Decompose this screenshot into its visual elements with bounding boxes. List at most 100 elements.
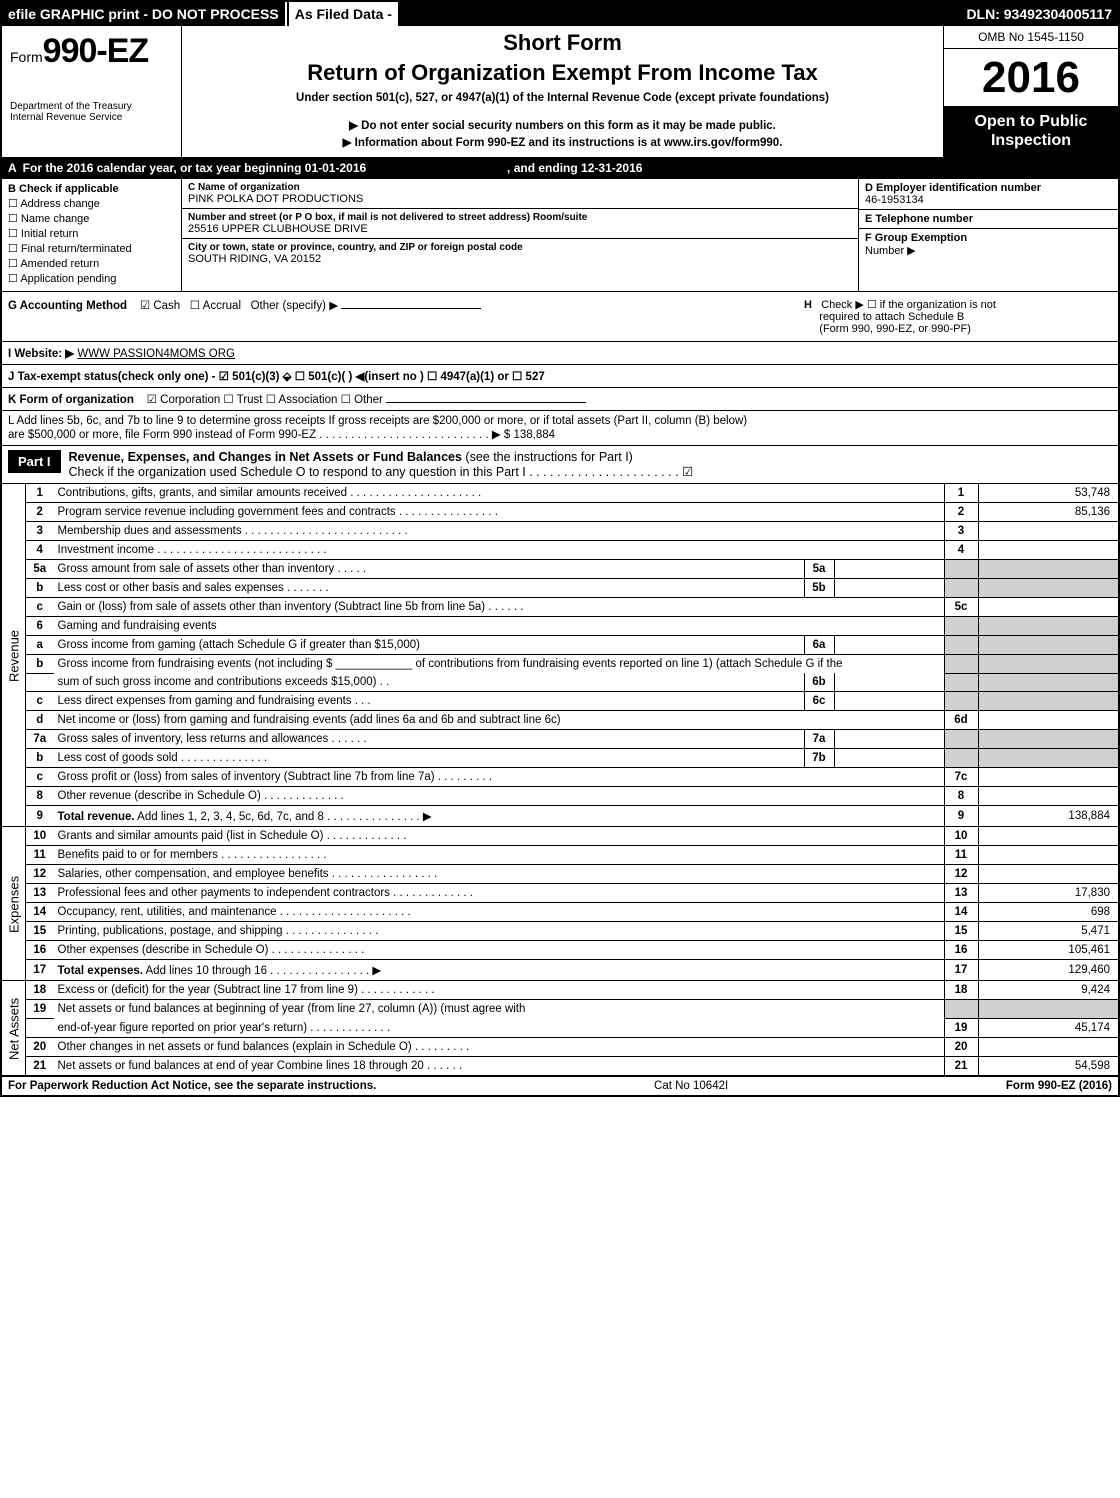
right-num: 18 (944, 981, 978, 1000)
chk-amended-return-label: Amended return (20, 258, 99, 270)
line-number: 9 (26, 806, 54, 827)
mid-box-label: 7b (804, 749, 834, 768)
city-row: City or town, state or province, country… (182, 239, 858, 268)
right-num: 15 (944, 922, 978, 941)
g-accrual[interactable]: ☐ Accrual (190, 300, 241, 312)
right-val: 85,136 (978, 502, 1118, 521)
right-val-shaded (978, 673, 1118, 692)
section-a-ending: , and ending 12-31-2016 (507, 161, 642, 175)
mid-box-value (834, 730, 944, 749)
line-row: 13Professional fees and other payments t… (2, 884, 1118, 903)
org-name-row: C Name of organization PINK POLKA DOT PR… (182, 179, 858, 209)
line-number: 14 (26, 903, 54, 922)
efile-notice: efile GRAPHIC print - DO NOT PROCESS (2, 2, 287, 26)
line-number: 1 (26, 484, 54, 503)
right-num: 17 (944, 960, 978, 981)
mid-box-label: 7a (804, 730, 834, 749)
line-number: 18 (26, 981, 54, 1000)
right-num: 11 (944, 846, 978, 865)
line-desc: Other changes in net assets or fund bala… (54, 1038, 945, 1057)
right-val: 138,884 (978, 806, 1118, 827)
street-value: 25516 UPPER CLUBHOUSE DRIVE (188, 223, 852, 235)
g-label: G Accounting Method (8, 300, 127, 312)
line-desc: Gross profit or (loss) from sales of inv… (54, 768, 945, 787)
g-cash[interactable]: ☑ Cash (140, 300, 180, 312)
j-text: J Tax-exempt status(check only one) - ☑ … (8, 371, 545, 383)
line-row: 7aGross sales of inventory, less returns… (2, 730, 1118, 749)
chk-application-pending[interactable]: ☐ Application pending (8, 272, 175, 285)
instruction-1: ▶ Do not enter social security numbers o… (190, 118, 935, 135)
line-number: 12 (26, 865, 54, 884)
h-text1: Check ▶ ☐ if the organization is not (821, 299, 996, 311)
form-subtitle: Under section 501(c), 527, or 4947(a)(1)… (190, 92, 935, 104)
g-other-input[interactable] (341, 308, 481, 309)
chk-amended-return[interactable]: ☐ Amended return (8, 257, 175, 270)
right-val (978, 768, 1118, 787)
group-exemption-label: F Group Exemption (865, 232, 1112, 244)
line-desc: Excess or (deficit) for the year (Subtra… (54, 981, 945, 1000)
line-desc: Program service revenue including govern… (54, 502, 945, 521)
line-number (26, 1019, 54, 1038)
open-line1: Open to Public (948, 112, 1114, 131)
line-desc: Net income or (loss) from gaming and fun… (54, 711, 945, 730)
line-number: b (26, 749, 54, 768)
right-num-shaded (944, 730, 978, 749)
line-row: 16Other expenses (describe in Schedule O… (2, 941, 1118, 960)
header-instructions: ▶ Do not enter social security numbers o… (190, 118, 935, 153)
omb-number: OMB No 1545-1150 (944, 26, 1118, 49)
dln-label: DLN: (966, 6, 999, 22)
chk-name-change[interactable]: ☐ Name change (8, 212, 175, 225)
line-number: c (26, 597, 54, 616)
right-num: 9 (944, 806, 978, 827)
col-b: B Check if applicable ☐ Address change ☐… (2, 179, 182, 291)
chk-final-return[interactable]: ☐ Final return/terminated (8, 242, 175, 255)
line-number: c (26, 692, 54, 711)
footer: For Paperwork Reduction Act Notice, see … (2, 1076, 1118, 1095)
line-row: 2Program service revenue including gover… (2, 502, 1118, 521)
g-other[interactable]: Other (specify) ▶ (251, 300, 338, 312)
line-desc: sum of such gross income and contributio… (54, 673, 805, 692)
right-val-shaded (978, 616, 1118, 635)
right-val: 45,174 (978, 1019, 1118, 1038)
instruction-2-text: Information about Form 990-EZ and its in… (355, 137, 783, 149)
line-number: 21 (26, 1057, 54, 1076)
right-val (978, 1038, 1118, 1057)
short-form-label: Short Form (190, 30, 935, 56)
line-number: 11 (26, 846, 54, 865)
part-i-header: Part I Revenue, Expenses, and Changes in… (2, 446, 1118, 484)
line-desc: Total revenue. Add lines 1, 2, 3, 4, 5c,… (54, 806, 945, 827)
line-number: a (26, 635, 54, 654)
line-row: cLess direct expenses from gaming and fu… (2, 692, 1118, 711)
right-num-shaded (944, 749, 978, 768)
line-row: 11Benefits paid to or for members . . . … (2, 846, 1118, 865)
line-row: 19Net assets or fund balances at beginni… (2, 1000, 1118, 1019)
line-row: 20Other changes in net assets or fund ba… (2, 1038, 1118, 1057)
col-b-header: B Check if applicable (8, 183, 119, 195)
line-row: end-of-year figure reported on prior yea… (2, 1019, 1118, 1038)
line-desc: Gross sales of inventory, less returns a… (54, 730, 805, 749)
right-val: 54,598 (978, 1057, 1118, 1076)
line-number: 15 (26, 922, 54, 941)
chk-address-change[interactable]: ☐ Address change (8, 197, 175, 210)
line-number: 16 (26, 941, 54, 960)
section-a-label: A (8, 161, 17, 175)
org-name-label: C Name of organization (188, 182, 852, 193)
part-i-check: Check if the organization used Schedule … (69, 465, 694, 479)
line-desc: Salaries, other compensation, and employ… (54, 865, 945, 884)
line-desc: Gross income from gaming (attach Schedul… (54, 635, 805, 654)
line-number: 6 (26, 616, 54, 635)
part-i-paren: (see the instructions for Part I) (465, 450, 632, 464)
line-row: Revenue1Contributions, gifts, grants, an… (2, 484, 1118, 503)
line-row: 9Total revenue. Add lines 1, 2, 3, 4, 5c… (2, 806, 1118, 827)
right-val (978, 597, 1118, 616)
line-desc: end-of-year figure reported on prior yea… (54, 1019, 945, 1038)
lines-table: Revenue1Contributions, gifts, grants, an… (2, 484, 1118, 1077)
chk-initial-return[interactable]: ☐ Initial return (8, 227, 175, 240)
open-to-public: Open to Public Inspection (944, 106, 1118, 156)
right-val-shaded (978, 635, 1118, 654)
line-desc: Gain or (loss) from sale of assets other… (54, 597, 945, 616)
right-num: 10 (944, 827, 978, 846)
k-other-input[interactable] (386, 402, 586, 403)
line-number: 4 (26, 540, 54, 559)
header-right: OMB No 1545-1150 2016 Open to Public Ins… (943, 26, 1118, 157)
